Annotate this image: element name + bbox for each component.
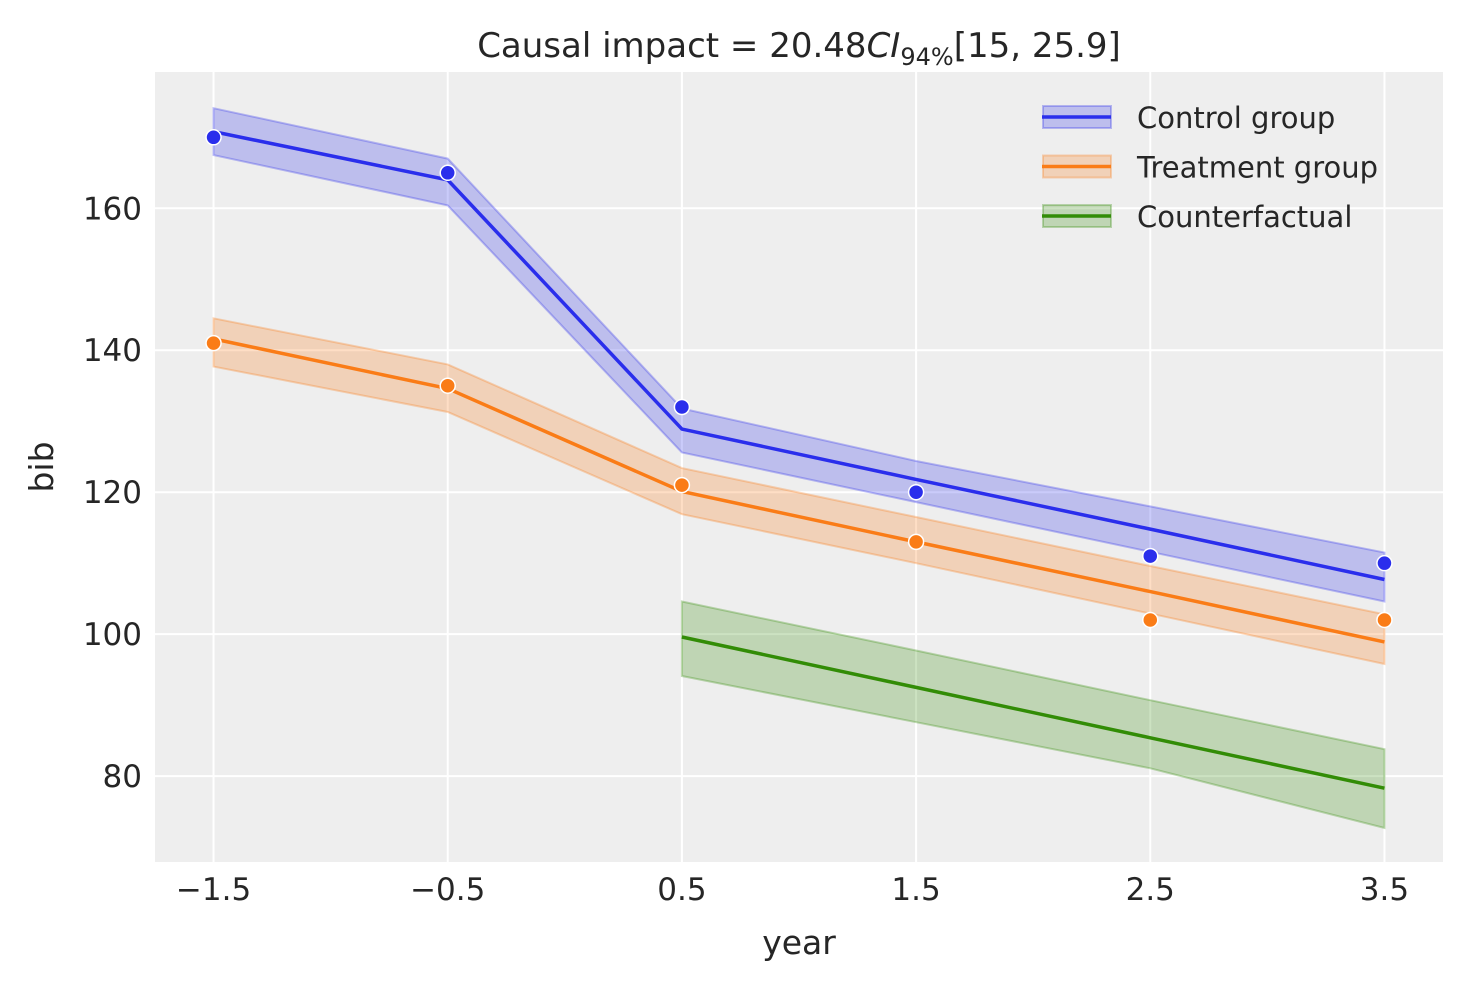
legend-label-treatment-group: Treatment group [1136, 151, 1378, 185]
x-tick-label: 2.5 [1126, 872, 1175, 908]
x-tick-label: 3.5 [1360, 872, 1409, 908]
x-tick-label: 1.5 [891, 872, 940, 908]
grid [155, 72, 1443, 862]
lines [213, 129, 1385, 790]
title-ci-sub: 94% [900, 43, 953, 71]
y-tick-label: 80 [103, 759, 142, 795]
treatment-group-point [907, 533, 925, 551]
treatment-group-point [1142, 611, 1159, 629]
counterfactual-band [680, 600, 1386, 830]
control-group-point [1376, 554, 1393, 572]
x-tick-label: 0.5 [657, 872, 706, 908]
counterfactual-line [681, 635, 1385, 790]
control-group-line [213, 129, 1385, 582]
treatment-group-point [1376, 611, 1393, 629]
x-axis-label: year [762, 923, 836, 962]
y-tick-label: 140 [83, 333, 142, 369]
legend-label-control-group: Control group [1137, 101, 1335, 135]
control-group-point [205, 129, 222, 146]
y-tick-label: 120 [83, 475, 142, 511]
points [205, 129, 1393, 629]
y-axis-label: bib [22, 441, 61, 492]
legend-label-counterfactual: Counterfactual [1137, 200, 1352, 234]
x-tick-label: −1.5 [176, 872, 251, 908]
treatment-group-point [439, 377, 456, 394]
y-tick-label: 100 [83, 617, 142, 653]
ticks: −1.5 −0.5 0.5 1.5 2.5 3.5 80 100 120 140 160 [83, 191, 1409, 908]
control-group-point [439, 164, 456, 182]
y-tick-label: 160 [83, 191, 142, 227]
legend: Control group Treatment group Counterfactu… [1042, 101, 1378, 234]
title-suffix: [15, 25.9] [954, 26, 1121, 66]
plot-background [155, 72, 1443, 862]
title-prefix: Causal impact = 20.48 [477, 26, 866, 66]
treatment-group-line [213, 337, 1385, 644]
x-tick-label: −0.5 [410, 872, 485, 908]
title-ci: CI [867, 26, 901, 66]
treatment-group-point [205, 334, 222, 352]
treatment-group-point [673, 476, 691, 494]
control-group-point [673, 398, 691, 416]
chart-title: Causal impact = 20.48CI94%[15, 25.9] [477, 26, 1121, 71]
control-group-point [907, 483, 925, 501]
control-group-point [1142, 547, 1159, 565]
